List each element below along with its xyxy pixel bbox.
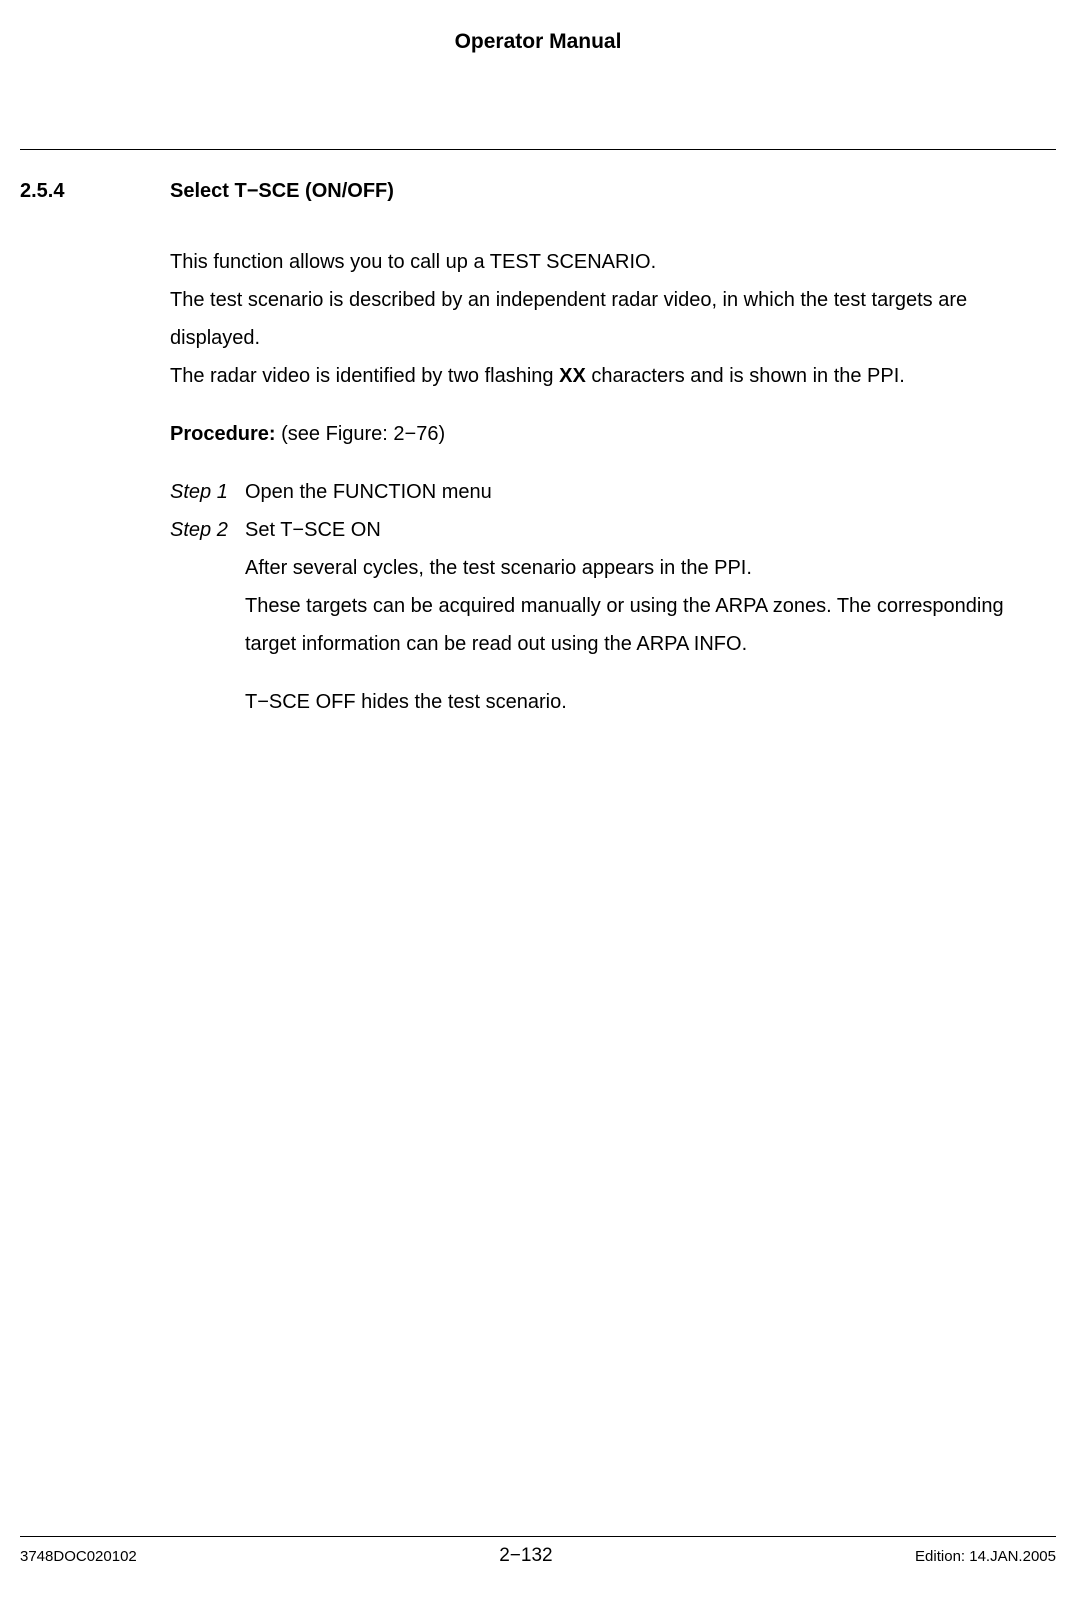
procedure-ref: (see Figure: 2−76) (276, 423, 446, 445)
section-title: Select T−SCE (ON/OFF) (170, 180, 394, 203)
step-text-2: Set T−SCE ON After several cycles, the t… (245, 511, 1056, 721)
para3-bold: XX (559, 365, 586, 387)
step-label-1: Step 1 (170, 473, 245, 511)
body-paragraph-3: The radar video is identified by two fla… (170, 357, 1056, 395)
footer-page-number: 2−132 (499, 1545, 552, 1567)
step2-detail-3: T−SCE OFF hides the test scenario. (245, 683, 1056, 721)
step2-detail-2: These targets can be acquired manually o… (245, 587, 1056, 663)
body-paragraph-1: This function allows you to call up a TE… (170, 243, 1056, 281)
step-row-1: Step 1 Open the FUNCTION menu (170, 473, 1056, 511)
footer-row: 3748DOC020102 2−132 Edition: 14.JAN.2005 (20, 1545, 1056, 1567)
page-header-title: Operator Manual (20, 30, 1056, 54)
header-divider (20, 149, 1056, 150)
steps-container: Step 1 Open the FUNCTION menu Step 2 Set… (170, 473, 1056, 721)
step2-main: Set T−SCE ON (245, 511, 1056, 549)
page-footer: 3748DOC020102 2−132 Edition: 14.JAN.2005 (20, 1536, 1056, 1567)
para3-post: characters and is shown in the PPI. (586, 365, 905, 387)
section-body: This function allows you to call up a TE… (170, 243, 1056, 721)
footer-doc-id: 3748DOC020102 (20, 1548, 137, 1565)
step-label-2: Step 2 (170, 511, 245, 549)
para3-pre: The radar video is identified by two fla… (170, 365, 559, 387)
section-heading-row: 2.5.4 Select T−SCE (ON/OFF) (20, 180, 1056, 203)
body-paragraph-2: The test scenario is described by an ind… (170, 281, 1056, 357)
footer-divider (20, 1536, 1056, 1537)
step-spacer (245, 663, 1056, 683)
step2-detail-1: After several cycles, the test scenario … (245, 549, 1056, 587)
page-container: Operator Manual 2.5.4 Select T−SCE (ON/O… (0, 0, 1076, 1597)
section-number: 2.5.4 (20, 180, 170, 203)
step-row-2: Step 2 Set T−SCE ON After several cycles… (170, 511, 1056, 721)
step-text-1: Open the FUNCTION menu (245, 473, 1056, 511)
footer-edition: Edition: 14.JAN.2005 (915, 1548, 1056, 1565)
procedure-line: Procedure: (see Figure: 2−76) (170, 415, 1056, 453)
procedure-label: Procedure: (170, 423, 276, 445)
